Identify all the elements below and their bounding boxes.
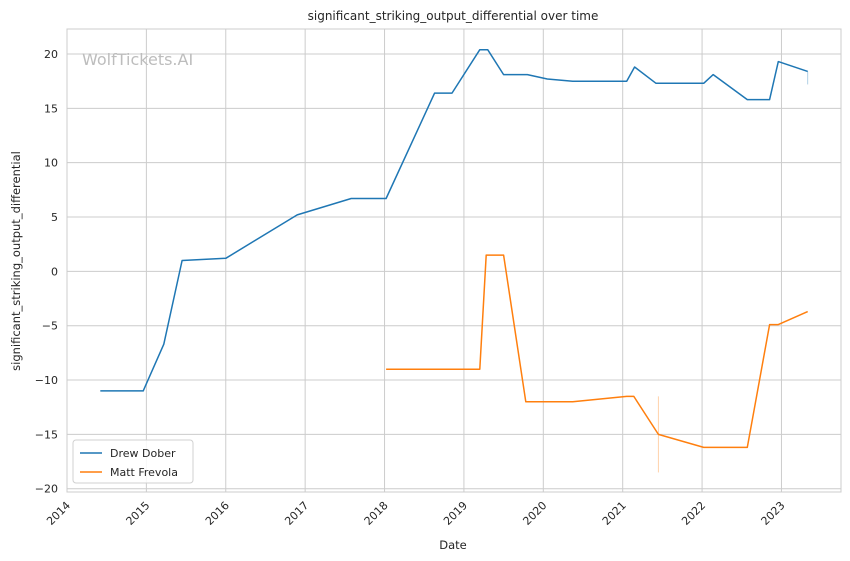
legend-label: Matt Frevola bbox=[110, 466, 178, 479]
y-axis-label: significant_striking_output_differential bbox=[9, 151, 23, 371]
series-line-matt-frevola bbox=[386, 254, 809, 449]
legend-frame bbox=[72, 439, 194, 484]
y-tick-label: −10 bbox=[35, 374, 58, 387]
x-axis-label: Date bbox=[439, 538, 467, 552]
y-tick-label: −5 bbox=[42, 320, 58, 333]
series-lines bbox=[100, 48, 809, 449]
y-axis-ticks: −20 −15 −10 −5 0 5 10 15 20 bbox=[35, 48, 58, 496]
grid-lines bbox=[66, 29, 841, 492]
y-tick-label: 0 bbox=[51, 265, 58, 278]
plot-area: WolfTickets.AI bbox=[66, 28, 842, 493]
y-tick-label: 10 bbox=[44, 157, 58, 170]
y-tick-label: 15 bbox=[44, 102, 58, 115]
series-line-drew-dober bbox=[100, 48, 808, 392]
legend: Drew Dober Matt Frevola bbox=[72, 439, 194, 484]
y-tick-label: 20 bbox=[44, 48, 58, 61]
y-tick-label: −20 bbox=[35, 483, 58, 496]
chart-title: significant_striking_output_differential… bbox=[308, 9, 599, 23]
y-tick-label: 5 bbox=[51, 211, 58, 224]
legend-label: Drew Dober bbox=[110, 447, 176, 460]
plot-frame bbox=[66, 28, 842, 493]
y-tick-label: −15 bbox=[35, 428, 58, 441]
watermark-text: WolfTickets.AI bbox=[82, 50, 193, 69]
